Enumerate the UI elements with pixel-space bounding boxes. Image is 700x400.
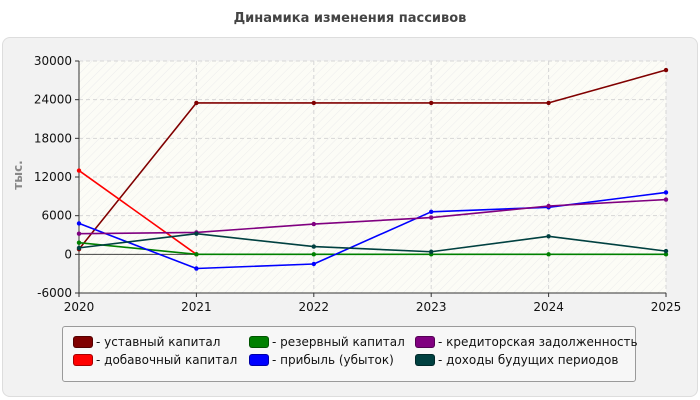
x-tick-label: 2024 [533,300,564,314]
y-tick-label: 0 [64,247,72,261]
data-point [194,252,199,257]
data-point [194,100,199,106]
data-point [429,100,434,106]
x-tick-label: 2022 [299,300,330,314]
data-point [663,67,669,73]
legend-swatch [415,336,435,348]
legend-item: - резервный капитал [249,335,405,349]
data-point [546,252,551,257]
x-tick-label: 2020 [64,300,95,314]
x-tick-label: 2023 [416,300,447,314]
legend-item: - прибыль (убыток) [249,353,394,367]
data-point [76,245,82,251]
legend-swatch [415,354,435,366]
legend-label: - кредиторская задолженность [438,335,638,349]
data-point [546,234,551,239]
data-point [76,240,82,245]
legend-item: - уставный капитал [73,335,220,349]
y-tick-label: 18000 [34,131,72,145]
legend-label: - прибыль (убыток) [272,353,394,367]
data-point [76,168,82,173]
data-point [311,252,316,257]
legend-swatch [249,354,269,366]
data-point [663,252,669,257]
data-point [429,215,434,220]
data-point [76,231,82,236]
data-point [311,261,316,267]
series-line [78,198,667,235]
chart-legend: - уставный капитал - добавочный капитал - … [62,326,638,382]
y-tick-label: 24000 [34,93,72,107]
x-tick-label: 2025 [651,300,682,314]
data-point [546,100,551,106]
data-point [429,249,434,254]
data-point [546,203,551,209]
x-tick-label: 2021 [181,300,212,314]
data-point [311,221,316,227]
data-point [311,244,316,249]
data-point [194,231,199,236]
legend-label: - уставный капитал [96,335,221,349]
legend-label: - добавочный капитал [96,353,238,367]
y-axis-title: тыс. [11,160,25,189]
y-tick-label: 6000 [41,209,72,223]
data-point [76,221,82,226]
legend-label: - доходы будущих периодов [438,353,619,367]
legend-item: - кредиторская задолженность [415,335,638,349]
legend-swatch [249,336,269,348]
legend-label: - резервный капитал [272,335,405,349]
chart-title: Динамика изменения пассивов [233,11,467,26]
legend-item: - добавочный капитал [73,353,237,367]
data-point [663,190,669,195]
series-line [78,169,197,255]
data-point [311,100,316,106]
y-tick-label: 30000 [34,54,72,68]
data-point [663,248,669,254]
legend-swatch [73,336,93,348]
y-tick-label: -6000 [37,286,72,300]
data-point [663,197,669,202]
series-line [78,241,666,256]
series-line [78,232,667,253]
legend-swatch [73,354,93,366]
series-line [78,69,667,250]
data-point [194,266,199,271]
data-point [429,209,434,214]
legend-item: - доходы будущих периодов [415,353,618,367]
y-tick-label: 12000 [34,170,72,184]
